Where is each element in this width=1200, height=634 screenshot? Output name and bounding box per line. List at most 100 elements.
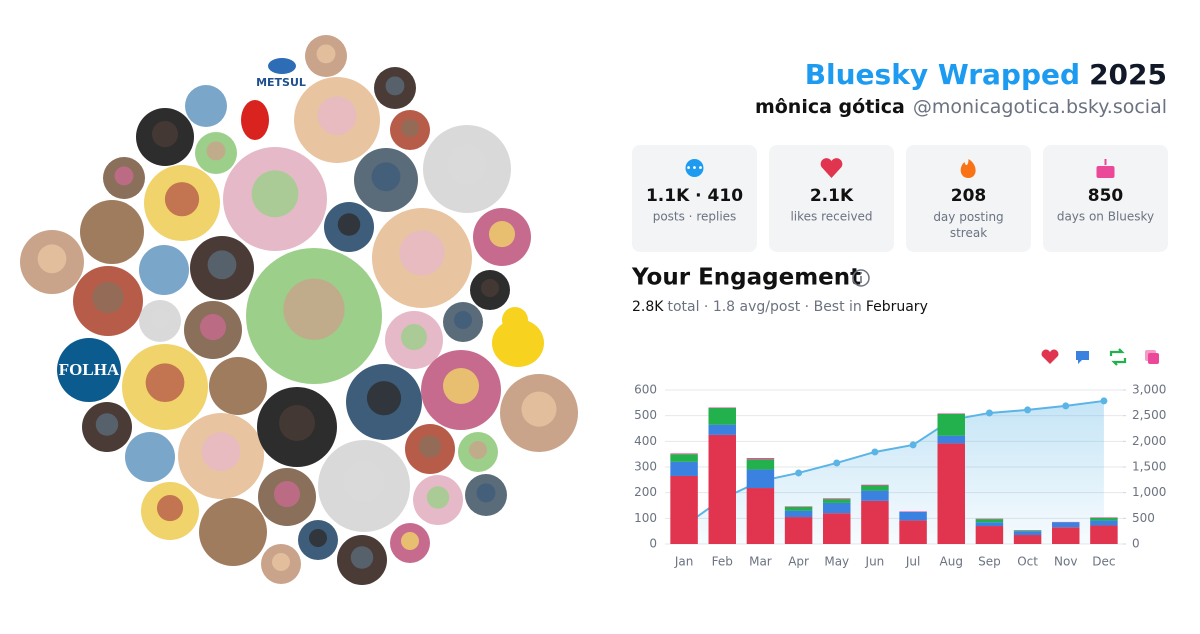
y-tick-label: 400: [634, 434, 657, 448]
user-handle: @monicagotica.bsky.social: [913, 96, 1167, 118]
avatar-cloud: FOLHA METSUL: [20, 35, 578, 585]
bar-segment: [1014, 535, 1041, 544]
avatar-face: [443, 368, 479, 404]
avatar-label: METSUL: [256, 76, 306, 89]
legend-icon: [1042, 350, 1059, 364]
avatar-face: [454, 311, 472, 329]
icon-dots: •••: [686, 163, 704, 174]
bar-segment: [1090, 520, 1117, 525]
bar-segment: [976, 522, 1003, 526]
avatar-face: [151, 309, 170, 328]
avatar-face: [197, 94, 216, 113]
bar-segment: [785, 506, 812, 507]
bar-segment: [785, 507, 812, 511]
y2-tick-label: 2,500: [1132, 408, 1166, 422]
x-tick-label: Jul: [905, 555, 920, 569]
avatar-face: [343, 461, 384, 502]
y-tick-label: 100: [634, 511, 657, 525]
stat-value: 2.1K: [810, 186, 854, 206]
x-tick-label: Jan: [674, 555, 694, 569]
icon-candle: [1105, 159, 1107, 165]
avatar-face: [202, 432, 241, 471]
bar-segment: [1014, 530, 1041, 531]
bar-segment: [670, 454, 697, 462]
mascot: [241, 100, 269, 140]
avatar-label: FOLHA: [59, 360, 120, 379]
avatar-face: [279, 405, 315, 441]
stat-value: 208: [951, 186, 987, 206]
user-name: mônica gótica: [755, 96, 905, 118]
bar-segment: [670, 476, 697, 544]
avatar-face: [400, 231, 445, 276]
bar-segment: [747, 459, 774, 469]
avatar-face: [92, 282, 124, 314]
line-point: [986, 409, 993, 416]
legend-icon: [1076, 351, 1089, 364]
avatar-face: [489, 221, 515, 247]
stat-value: 850: [1088, 186, 1124, 206]
logo-mark: [268, 58, 296, 74]
stat-label: days on Bluesky: [1057, 210, 1154, 224]
avatar-face: [477, 483, 496, 502]
engagement-chart: 010020030040050060005001,0001,5002,0002,…: [634, 349, 1166, 569]
avatar-face: [252, 170, 299, 217]
y-tick-label: 0: [649, 537, 657, 551]
bar-segment: [938, 414, 965, 436]
avatar-face: [218, 513, 249, 544]
bar-segment: [976, 526, 1003, 544]
y2-tick-label: 0: [1132, 537, 1140, 551]
bar-segment: [747, 470, 774, 488]
avatar-face: [208, 250, 237, 279]
avatar-face: [153, 256, 176, 279]
x-tick-label: Nov: [1054, 555, 1077, 569]
y2-tick-label: 3,000: [1132, 383, 1166, 397]
avatar-face: [283, 279, 344, 340]
avatar-face: [351, 546, 374, 569]
legend-icon: [1148, 353, 1159, 364]
summary-total: 2.8K: [632, 299, 664, 315]
bar-segment: [1090, 526, 1117, 544]
avatar-face: [447, 145, 487, 185]
icon: [1097, 166, 1115, 178]
avatar-face: [401, 119, 419, 137]
y-tick-label: 600: [634, 383, 657, 397]
line-point: [871, 448, 878, 455]
avatar-face: [469, 441, 487, 459]
bar-segment: [747, 458, 774, 459]
avatar-face: [98, 214, 127, 243]
bar-segment: [861, 501, 888, 544]
line-point: [833, 459, 840, 466]
bar-segment: [785, 511, 812, 517]
avatar-face: [157, 495, 183, 521]
avatar-face: [200, 314, 226, 340]
line-point: [795, 469, 802, 476]
x-tick-label: Apr: [788, 555, 809, 569]
x-tick-label: Mar: [749, 555, 772, 569]
avatar-face: [338, 213, 361, 236]
avatar-face: [419, 435, 442, 458]
avatar-face: [225, 370, 251, 396]
avatar-face: [115, 166, 134, 185]
line-point: [910, 441, 917, 448]
avatar-face: [427, 486, 450, 509]
avatar-face: [318, 96, 357, 135]
bar-segment: [709, 407, 736, 408]
bar-segment: [938, 443, 965, 544]
x-tick-label: Oct: [1017, 555, 1038, 569]
bar-segment: [670, 462, 697, 476]
stat-label: likes received: [790, 210, 872, 224]
bar-segment: [861, 491, 888, 501]
bar-segment: [785, 517, 812, 544]
stat-card: 2.1K likes received: [769, 145, 894, 252]
bar-segment: [709, 435, 736, 544]
avatar-face: [309, 529, 327, 547]
bar-segment: [670, 453, 697, 454]
avatar-face: [401, 532, 419, 550]
line-point: [1100, 397, 1107, 404]
bar-segment: [823, 499, 850, 503]
avatar-face: [481, 279, 499, 297]
bar-segment: [938, 413, 965, 414]
